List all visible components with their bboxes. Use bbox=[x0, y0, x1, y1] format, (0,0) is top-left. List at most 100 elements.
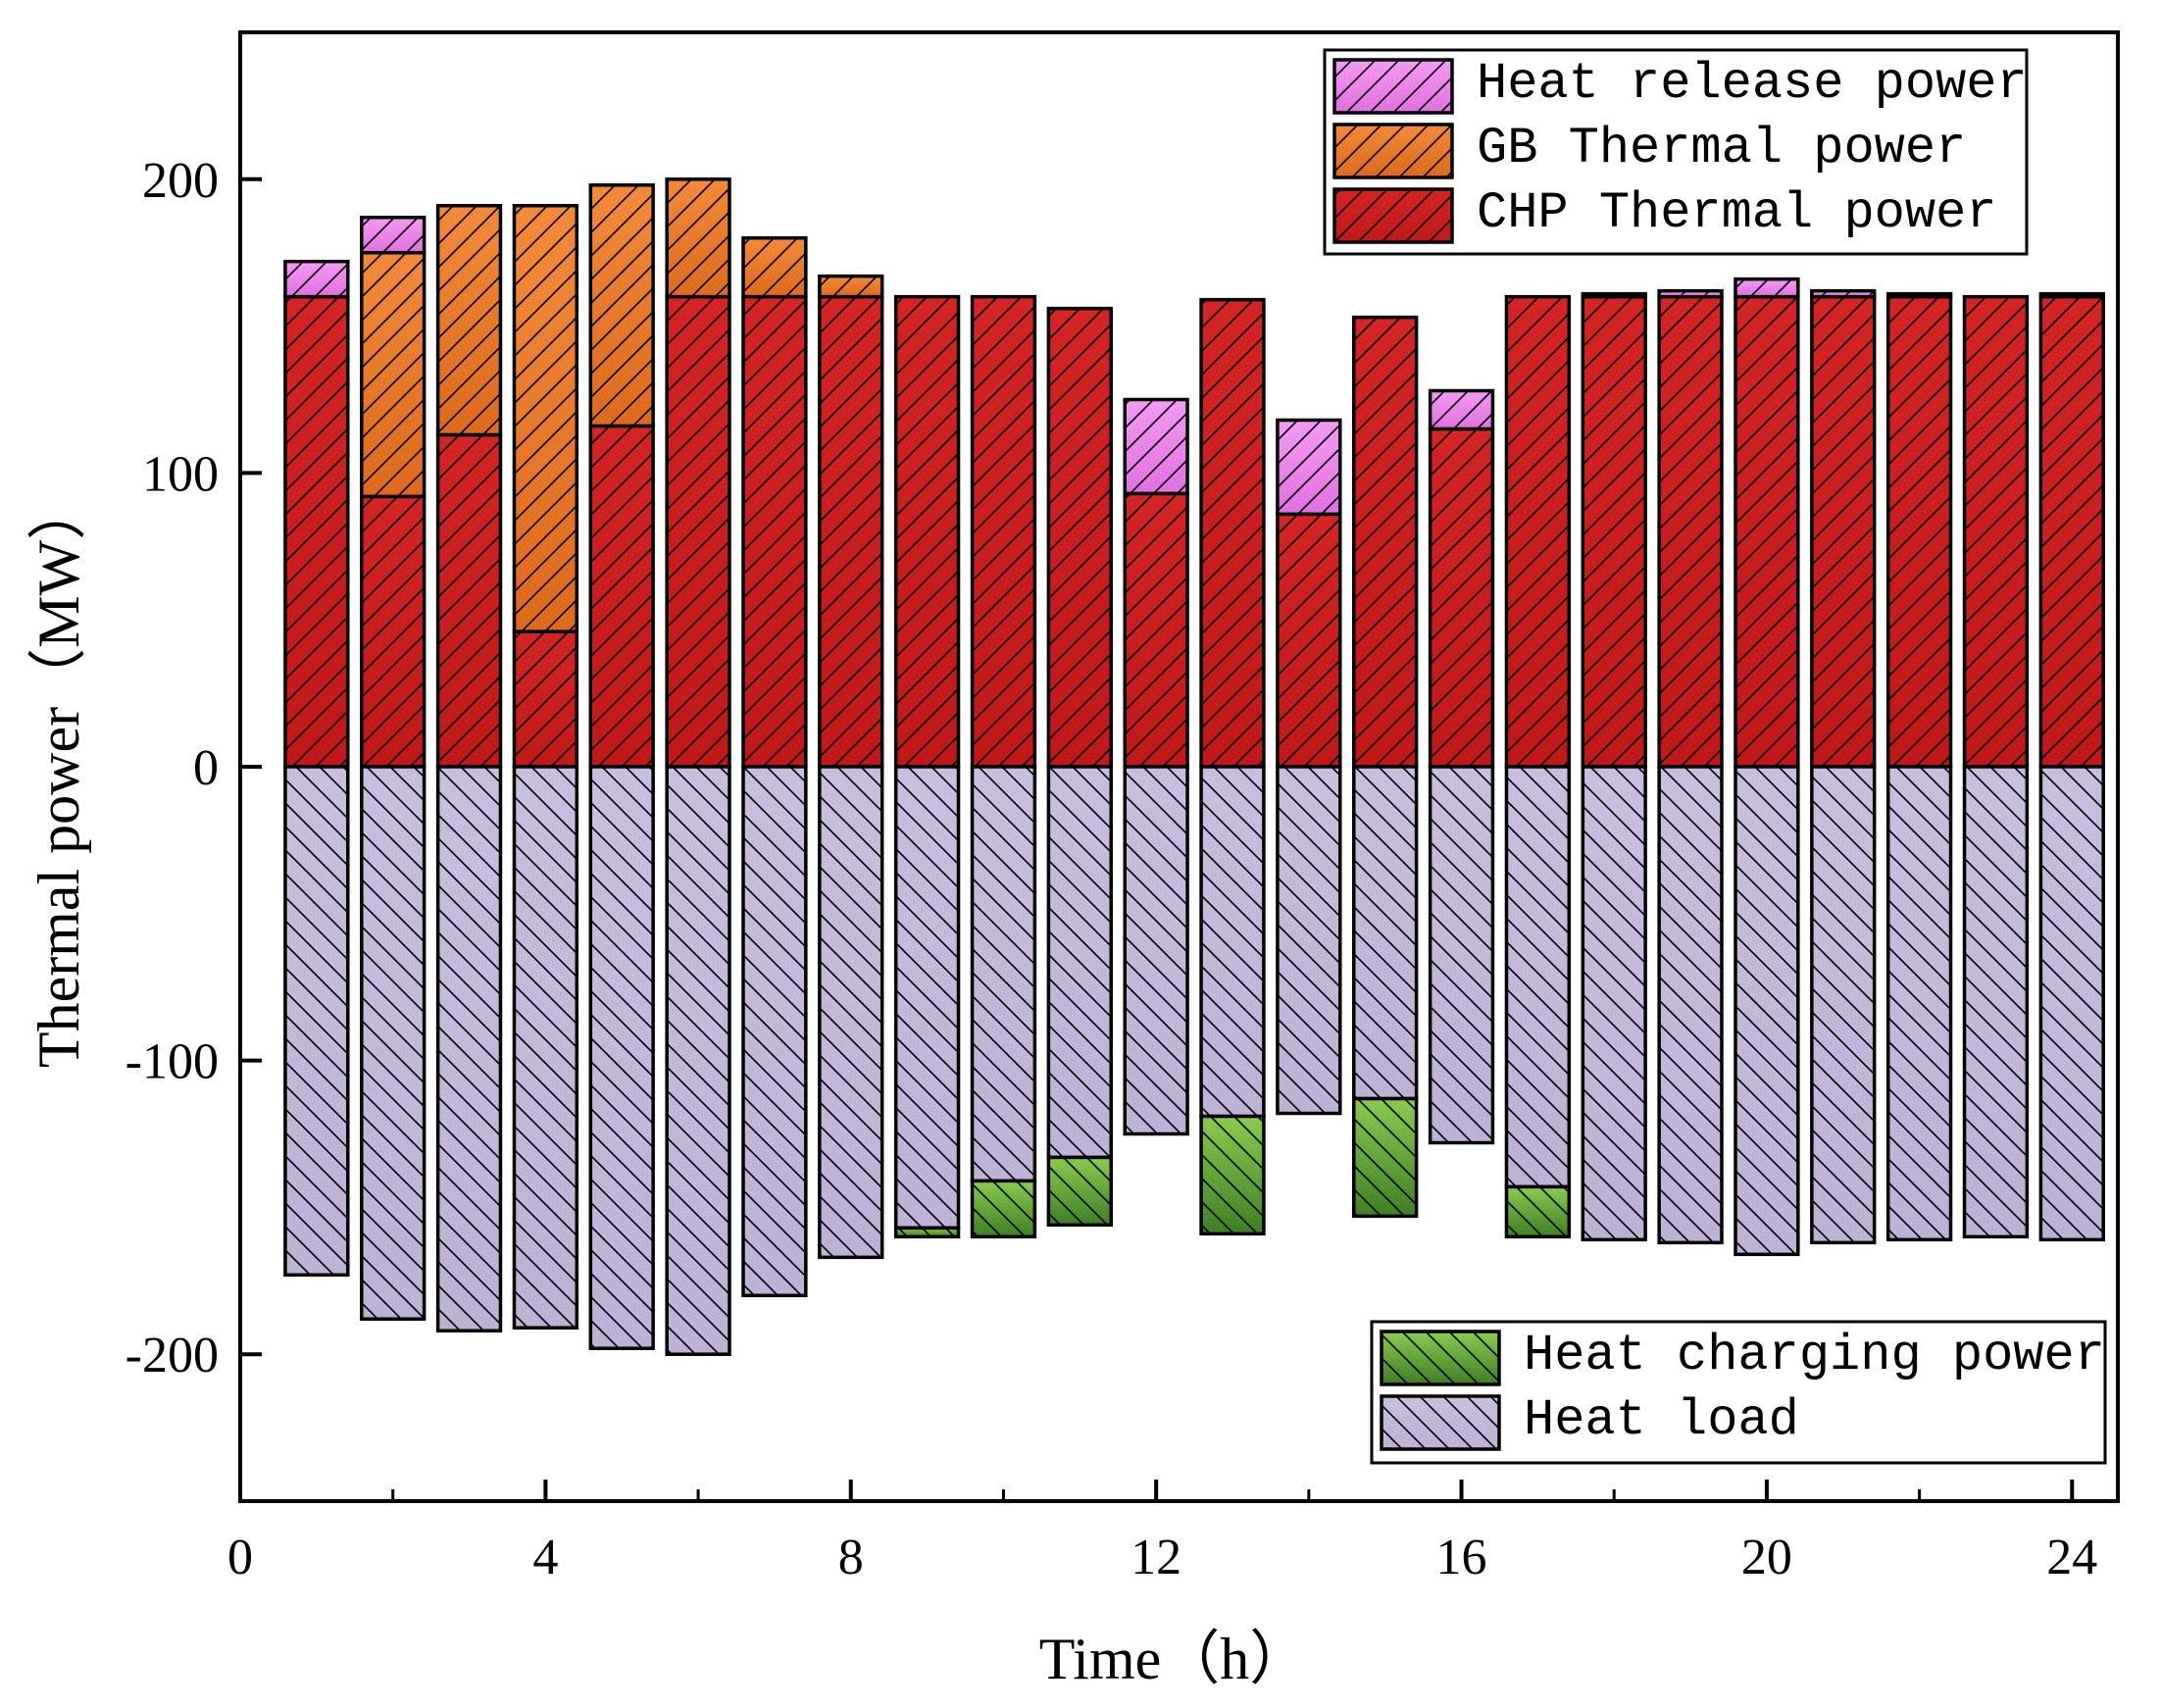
bar-load-hatch bbox=[588, 765, 655, 1350]
legend-swatch-release bbox=[1332, 58, 1454, 115]
legend-label-load: Heat load bbox=[1524, 1391, 1799, 1449]
bar-load-19 bbox=[1657, 765, 1724, 1245]
bar-load-2 bbox=[360, 765, 427, 1321]
bar-gb-hatch bbox=[665, 177, 731, 299]
legend-swatch-gb bbox=[1332, 123, 1454, 179]
bar-release-hatch bbox=[1276, 418, 1342, 517]
bar-chp-15 bbox=[1352, 315, 1419, 769]
bar-release-18 bbox=[1581, 291, 1647, 299]
bar-load-17 bbox=[1504, 765, 1572, 1189]
bar-charging-hatch bbox=[1352, 1096, 1419, 1219]
legend-swatch-hatch bbox=[1332, 123, 1454, 179]
bar-gb-hatch bbox=[818, 274, 884, 299]
bar-chp-14 bbox=[1276, 512, 1342, 769]
bar-chp-24 bbox=[2038, 294, 2105, 769]
legend-label-release: Heat release power bbox=[1477, 55, 2028, 113]
bar-release-hatch bbox=[1734, 276, 1800, 299]
bar-charging-hatch bbox=[893, 1226, 961, 1239]
bar-load-hatch bbox=[1734, 765, 1800, 1257]
legend-label-gb: GB Thermal power bbox=[1477, 120, 1966, 177]
bar-charging-9 bbox=[893, 1226, 961, 1239]
bar-chp-23 bbox=[1962, 294, 2030, 769]
y-tick-label: 0 bbox=[193, 740, 219, 796]
legend-swatch-hatch bbox=[1380, 1330, 1501, 1386]
bar-load-hatch bbox=[1504, 765, 1572, 1189]
bar-release-14 bbox=[1276, 418, 1342, 517]
bar-load-hatch bbox=[2038, 765, 2105, 1242]
bar-chp-hatch bbox=[1428, 427, 1495, 769]
bar-load-9 bbox=[893, 765, 961, 1231]
legend-label-chp: CHP Thermal power bbox=[1477, 184, 1997, 242]
bar-load-hatch bbox=[1885, 765, 1953, 1242]
bar-chp-hatch bbox=[1123, 491, 1189, 769]
x-tick-label: 8 bbox=[838, 1530, 864, 1585]
bar-chp-9 bbox=[893, 294, 961, 769]
bar-load-21 bbox=[1810, 765, 1877, 1245]
bar-load-hatch bbox=[1123, 765, 1189, 1136]
bar-chp-hatch bbox=[1352, 315, 1419, 769]
y-tick-label: -100 bbox=[126, 1034, 219, 1090]
legend-swatch-chp bbox=[1332, 187, 1454, 244]
bar-release-21 bbox=[1810, 288, 1877, 299]
bar-charging-hatch bbox=[1504, 1184, 1572, 1239]
bar-load-hatch bbox=[1962, 765, 2030, 1239]
bar-load-11 bbox=[1046, 765, 1113, 1160]
bar-chp-1 bbox=[283, 294, 350, 769]
bar-load-hatch bbox=[1199, 765, 1266, 1119]
x-tick-label: 12 bbox=[1131, 1530, 1181, 1585]
bar-release-2 bbox=[360, 215, 427, 255]
bar-chp-hatch bbox=[360, 494, 427, 769]
bar-load-14 bbox=[1276, 765, 1342, 1116]
legend-swatch-hatch bbox=[1380, 1394, 1501, 1451]
bar-load-1 bbox=[283, 765, 350, 1278]
bar-chp-10 bbox=[970, 294, 1037, 769]
x-tick-label: 20 bbox=[1741, 1530, 1792, 1585]
legend-bottom: Heat charging power Heat load bbox=[1370, 1320, 2107, 1465]
bar-load-hatch bbox=[1428, 765, 1495, 1145]
bar-chp-7 bbox=[741, 294, 808, 769]
bar-chp-17 bbox=[1504, 294, 1572, 769]
legend-swatch-charging bbox=[1380, 1330, 1501, 1386]
bar-chp-hatch bbox=[512, 629, 579, 769]
bar-chp-hatch bbox=[1810, 294, 1877, 769]
x-tick-label: 4 bbox=[532, 1530, 558, 1585]
bar-load-13 bbox=[1199, 765, 1266, 1119]
bar-gb-2 bbox=[360, 250, 427, 499]
bar-release-hatch bbox=[360, 215, 427, 255]
x-tick-label: 0 bbox=[227, 1530, 253, 1585]
bar-release-hatch bbox=[1657, 288, 1724, 299]
bar-load-hatch bbox=[512, 765, 579, 1330]
bar-chp-22 bbox=[1885, 294, 1953, 769]
bar-gb-hatch bbox=[360, 250, 427, 499]
bar-load-hatch bbox=[893, 765, 961, 1231]
bar-gb-6 bbox=[665, 177, 731, 299]
bar-charging-17 bbox=[1504, 1184, 1572, 1239]
y-axis-title: Thermal power（MW） bbox=[26, 481, 91, 1068]
bar-gb-4 bbox=[512, 204, 579, 633]
x-axis-title: Time（h） bbox=[1039, 1627, 1309, 1691]
axes-layer: -200 -100 0 100 200 0 4 8 12 16 20 24 bbox=[126, 30, 2120, 1585]
bar-gb-3 bbox=[435, 204, 503, 437]
bar-load-hatch bbox=[1657, 765, 1724, 1245]
bar-release-24 bbox=[2038, 291, 2105, 299]
bar-chp-11 bbox=[1046, 306, 1113, 769]
bar-gb-hatch bbox=[435, 204, 503, 437]
x-tick-label: 24 bbox=[2046, 1530, 2097, 1585]
bar-load-15 bbox=[1352, 765, 1419, 1101]
bar-chp-21 bbox=[1810, 294, 1877, 769]
bar-chp-8 bbox=[818, 294, 884, 769]
bar-gb-hatch bbox=[588, 183, 655, 428]
y-tick-label: 200 bbox=[142, 153, 219, 209]
bar-release-hatch bbox=[1885, 291, 1953, 299]
bar-chp-hatch bbox=[435, 432, 503, 769]
bar-chp-5 bbox=[588, 424, 655, 769]
bar-charging-11 bbox=[1046, 1155, 1113, 1228]
bar-load-hatch bbox=[360, 765, 427, 1321]
bar-load-3 bbox=[435, 765, 503, 1332]
bar-chp-hatch bbox=[1734, 294, 1800, 769]
bar-release-20 bbox=[1734, 276, 1800, 299]
bar-charging-15 bbox=[1352, 1096, 1419, 1219]
bar-chp-hatch bbox=[1657, 294, 1724, 769]
bar-gb-hatch bbox=[512, 204, 579, 633]
